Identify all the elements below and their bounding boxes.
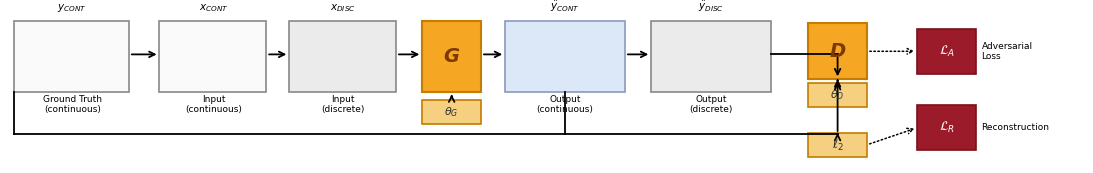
- Text: D: D: [830, 42, 846, 61]
- Text: $\mathcal{L}_R$: $\mathcal{L}_R$: [939, 120, 954, 135]
- Text: G: G: [444, 47, 460, 66]
- Text: Reconstruction: Reconstruction: [982, 123, 1049, 132]
- Text: $x_{CONT}$: $x_{CONT}$: [199, 2, 228, 14]
- Text: Input
(continuous): Input (continuous): [186, 95, 243, 114]
- Text: $x_{DISC}$: $x_{DISC}$: [330, 2, 355, 14]
- Text: $\theta_D$: $\theta_D$: [831, 88, 845, 102]
- FancyBboxPatch shape: [651, 21, 771, 92]
- FancyBboxPatch shape: [290, 21, 396, 92]
- Text: $y_{CONT}$: $y_{CONT}$: [58, 2, 87, 14]
- FancyBboxPatch shape: [422, 21, 481, 92]
- FancyBboxPatch shape: [808, 83, 867, 107]
- Text: $\hat{y}_{CONT}$: $\hat{y}_{CONT}$: [550, 0, 580, 14]
- Text: $\hat{y}_{DISC}$: $\hat{y}_{DISC}$: [698, 0, 724, 14]
- Text: $\theta_G$: $\theta_G$: [445, 105, 459, 119]
- Text: Adversarial
Loss: Adversarial Loss: [982, 42, 1033, 61]
- FancyBboxPatch shape: [808, 133, 867, 157]
- Text: $\ell_2$: $\ell_2$: [832, 137, 844, 153]
- FancyBboxPatch shape: [422, 100, 481, 124]
- Text: Output
(continuous): Output (continuous): [537, 95, 593, 114]
- Text: Ground Truth
(continuous): Ground Truth (continuous): [43, 95, 102, 114]
- FancyBboxPatch shape: [808, 23, 867, 79]
- FancyBboxPatch shape: [917, 29, 976, 74]
- Text: Output
(discrete): Output (discrete): [690, 95, 732, 114]
- FancyBboxPatch shape: [160, 21, 267, 92]
- Text: $\mathcal{L}_A$: $\mathcal{L}_A$: [939, 44, 954, 59]
- FancyBboxPatch shape: [505, 21, 625, 92]
- FancyBboxPatch shape: [917, 105, 976, 151]
- Text: Input
(discrete): Input (discrete): [321, 95, 364, 114]
- FancyBboxPatch shape: [14, 21, 129, 92]
